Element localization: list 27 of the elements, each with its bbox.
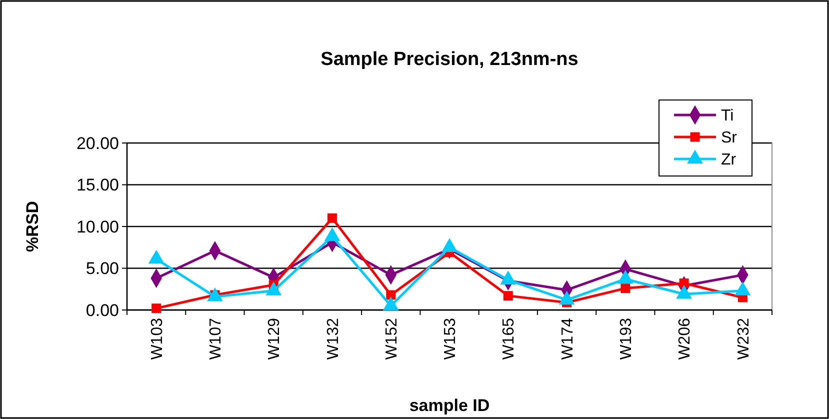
x-tick-label: W132	[324, 318, 342, 360]
x-tick-label: W103	[148, 318, 166, 360]
x-axis-title: sample ID	[409, 396, 490, 415]
x-tick-label: W153	[442, 318, 460, 360]
y-tick-label: 20.00	[76, 134, 119, 153]
y-axis-title: %RSD	[23, 200, 42, 252]
x-tick-label: W232	[735, 318, 752, 360]
x-tick-label: W165	[500, 318, 518, 360]
legend-label: Sr	[721, 130, 738, 147]
y-tick-label: 15.00	[76, 176, 119, 195]
x-tick-label: W206	[676, 318, 694, 360]
x-tick-label: W174	[559, 318, 576, 360]
point	[327, 213, 337, 223]
point	[386, 290, 396, 300]
x-tick-label: W193	[618, 318, 636, 360]
legend-label: Zr	[721, 152, 737, 169]
x-tick-label: W152	[383, 318, 400, 360]
chart-title: Sample Precision, 213nm-ns	[320, 49, 578, 70]
point	[620, 284, 630, 294]
y-tick-label: 5.00	[86, 259, 119, 278]
point	[152, 304, 162, 314]
x-tick-label: W107	[208, 318, 225, 360]
legend-label: Ti	[721, 108, 734, 125]
x-tick-label: W129	[266, 318, 284, 360]
y-tick-label: 10.00	[76, 217, 119, 236]
point	[503, 291, 513, 301]
y-tick-label: 0.00	[86, 300, 119, 320]
